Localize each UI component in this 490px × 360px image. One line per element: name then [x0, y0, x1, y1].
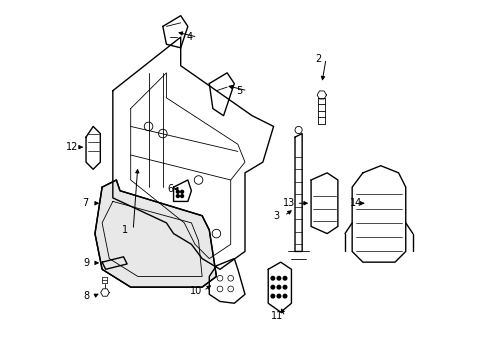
Text: 11: 11: [271, 311, 283, 321]
Circle shape: [283, 276, 287, 280]
Text: 3: 3: [273, 211, 279, 221]
Text: 4: 4: [187, 32, 193, 42]
Circle shape: [283, 285, 287, 289]
Text: 8: 8: [83, 291, 89, 301]
Circle shape: [277, 294, 281, 298]
Text: 12: 12: [66, 142, 78, 152]
Circle shape: [277, 276, 281, 280]
Circle shape: [176, 190, 179, 193]
Circle shape: [271, 285, 275, 289]
Text: 9: 9: [83, 258, 89, 268]
Text: 10: 10: [190, 286, 202, 296]
Circle shape: [271, 276, 275, 280]
Circle shape: [181, 190, 184, 193]
Circle shape: [277, 285, 281, 289]
Circle shape: [176, 195, 179, 198]
Text: 5: 5: [237, 86, 243, 96]
Text: 7: 7: [82, 198, 88, 208]
Text: 1: 1: [122, 225, 128, 235]
Text: 13: 13: [282, 198, 294, 208]
Polygon shape: [95, 180, 217, 287]
Text: 2: 2: [315, 54, 321, 64]
Text: 14: 14: [349, 198, 362, 208]
Circle shape: [181, 195, 184, 198]
Circle shape: [283, 294, 287, 298]
Text: 6: 6: [168, 184, 174, 194]
Circle shape: [271, 294, 275, 298]
